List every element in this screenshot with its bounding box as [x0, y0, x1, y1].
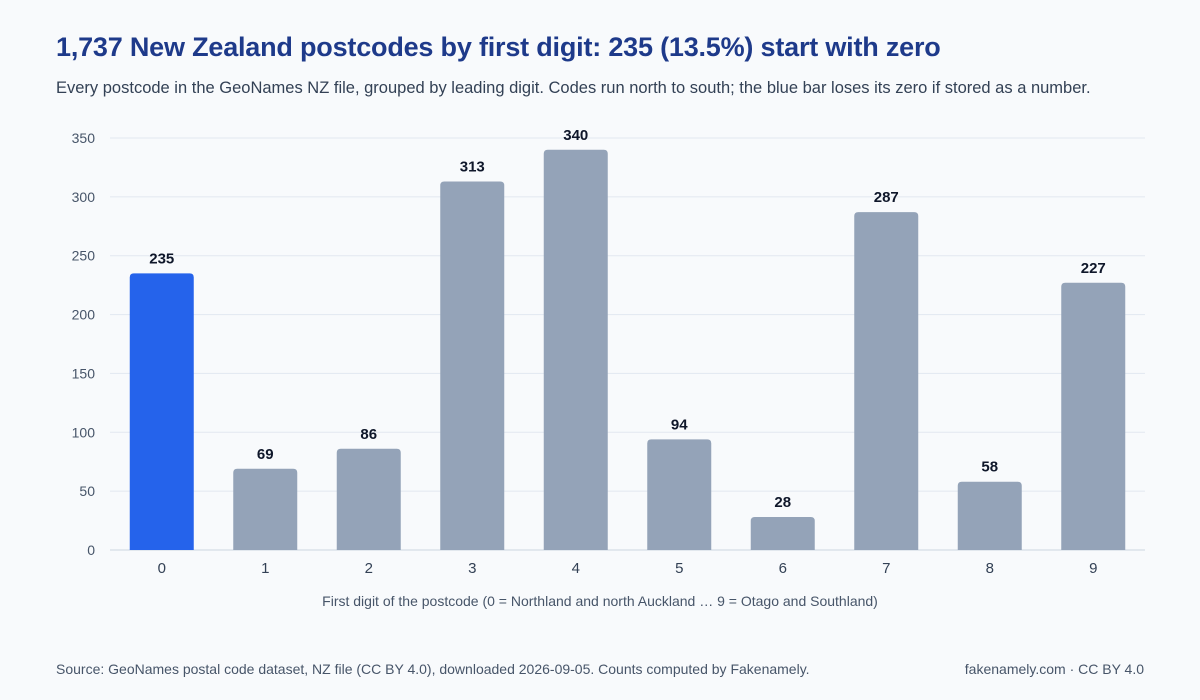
data-label: 94 — [671, 416, 688, 433]
bar-3 — [440, 181, 505, 550]
data-labels: 235 69 86 313 340 94 28 287 58 227 — [149, 127, 1106, 511]
y-tick-label: 300 — [72, 189, 96, 205]
x-axis-ticks: 0 1 2 3 4 5 6 7 8 9 — [158, 560, 1098, 577]
data-label: 69 — [257, 446, 274, 463]
bar-0 — [129, 273, 194, 550]
data-label: 340 — [563, 127, 588, 144]
chart-subtitle: Every postcode in the GeoNames NZ file, … — [56, 79, 1091, 97]
bar-7 — [854, 212, 919, 550]
x-tick-label: 1 — [261, 560, 269, 577]
x-tick-label: 2 — [365, 560, 373, 577]
data-label: 58 — [981, 459, 998, 476]
data-label: 227 — [1081, 260, 1106, 277]
y-tick-label: 250 — [72, 248, 96, 264]
bar-4 — [543, 149, 608, 550]
x-tick-label: 4 — [572, 560, 580, 577]
y-tick-label: 0 — [87, 542, 95, 558]
data-label: 28 — [774, 494, 791, 511]
credit-note: fakenamely.com · CC BY 4.0 — [964, 661, 1144, 677]
data-label: 235 — [149, 250, 174, 267]
bar-2 — [336, 448, 401, 550]
x-tick-label: 3 — [468, 560, 476, 577]
x-tick-label: 8 — [986, 560, 994, 577]
bar-1 — [233, 468, 298, 550]
data-label: 86 — [360, 426, 377, 443]
x-tick-label: 7 — [882, 560, 890, 577]
y-tick-label: 150 — [72, 365, 96, 381]
bar-5 — [647, 439, 712, 550]
y-tick-label: 350 — [72, 130, 96, 146]
x-axis-label: First digit of the postcode (0 = Northla… — [322, 593, 878, 609]
y-tick-label: 200 — [72, 307, 96, 323]
data-label: 287 — [874, 189, 899, 206]
source-note: Source: GeoNames postal code dataset, NZ… — [56, 661, 810, 677]
bar-9 — [1061, 282, 1126, 550]
data-label: 313 — [460, 159, 485, 176]
bars — [129, 149, 1126, 550]
bar-8 — [957, 481, 1022, 550]
y-tick-label: 100 — [72, 424, 96, 440]
chart-title: 1,737 New Zealand postcodes by first dig… — [56, 32, 941, 62]
x-tick-label: 6 — [779, 560, 787, 577]
y-axis-ticks: 0 50 100 150 200 250 300 350 — [72, 130, 96, 558]
y-tick-label: 50 — [79, 483, 95, 499]
x-tick-label: 0 — [158, 560, 166, 577]
x-tick-label: 5 — [675, 560, 683, 577]
x-tick-label: 9 — [1089, 560, 1097, 577]
bar-6 — [750, 517, 815, 550]
